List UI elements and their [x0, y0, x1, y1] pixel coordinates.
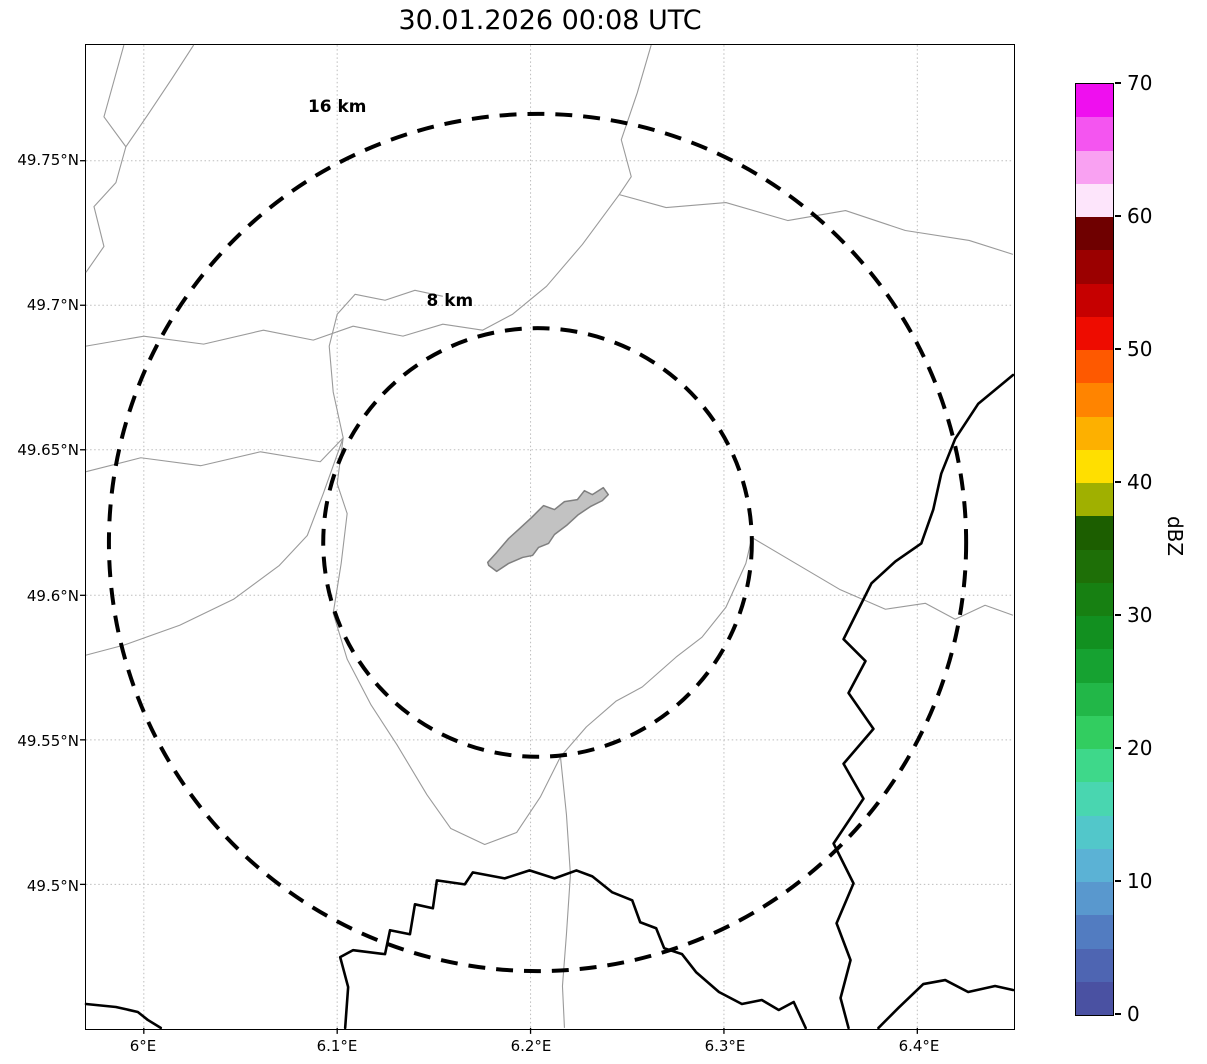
grid-lines [86, 45, 1013, 1028]
colorbar-segment [1076, 616, 1113, 650]
country-borders [84, 373, 1015, 1030]
colorbar-segment [1076, 316, 1113, 350]
colorbar-tick-label: 30 [1127, 603, 1153, 627]
colorbar-segment [1076, 549, 1113, 583]
colorbar-tick-label: 40 [1127, 470, 1153, 494]
colorbar-segment [1076, 117, 1113, 151]
admin-borders [85, 44, 1014, 1028]
colorbar-tick-label: 50 [1127, 337, 1153, 361]
x-tick-label: 6.4°E [898, 1037, 940, 1055]
x-tick-label: 6.1°E [316, 1037, 358, 1055]
colorbar-tick [1115, 481, 1121, 483]
range-ring-16km-label: 16 km [308, 96, 366, 116]
colorbar-segment [1076, 649, 1113, 683]
colorbar-tick [1115, 747, 1121, 749]
colorbar-tick [1115, 348, 1121, 350]
colorbar-segment [1076, 749, 1113, 783]
map-plot: 16 km 8 km [80, 44, 1015, 1034]
y-tick-label: 49.7°N [26, 296, 79, 314]
colorbar-tick-label: 60 [1127, 204, 1153, 228]
colorbar-segment [1076, 815, 1113, 849]
y-tick-label: 49.5°N [26, 877, 79, 895]
colorbar-tick-label: 10 [1127, 869, 1153, 893]
range-ring-8km-label: 8 km [427, 290, 474, 310]
colorbar-tick-label: 0 [1127, 1002, 1140, 1026]
colorbar-segment [1076, 715, 1113, 749]
y-tick-label: 49.55°N [17, 732, 79, 750]
colorbar [1075, 83, 1114, 1016]
colorbar-segment [1076, 582, 1113, 616]
x-tick-label: 6.3°E [704, 1037, 746, 1055]
colorbar-segment [1076, 84, 1113, 118]
colorbar-segment [1076, 848, 1113, 882]
map-canvas: 16 km 8 km [80, 44, 1015, 1034]
axis-ticks [80, 160, 918, 1034]
colorbar-segment [1076, 948, 1113, 982]
colorbar-tick [1115, 215, 1121, 217]
colorbar-segment [1076, 250, 1113, 284]
range-ring-8km [321, 326, 754, 759]
colorbar-segment [1076, 882, 1113, 916]
colorbar-tick-label: 70 [1127, 71, 1153, 95]
range-ring-16km [106, 111, 969, 974]
y-tick-label: 49.75°N [17, 151, 79, 169]
colorbar-segment [1076, 483, 1113, 517]
colorbar-tick [1115, 1013, 1121, 1015]
colorbar-segment [1076, 283, 1113, 317]
colorbar-segment [1076, 516, 1113, 550]
y-tick-label: 49.65°N [17, 441, 79, 459]
colorbar-segment [1076, 150, 1113, 184]
colorbar-segment [1076, 183, 1113, 217]
colorbar-segment [1076, 449, 1113, 483]
airport-polygon [486, 486, 610, 573]
colorbar-segment [1076, 217, 1113, 251]
colorbar-area: 70 60 50 40 30 20 10 0 [1075, 71, 1207, 1026]
colorbar-tick [1115, 82, 1121, 84]
colorbar-segment [1076, 383, 1113, 417]
colorbar-unit-label: dBZ [1163, 515, 1187, 557]
colorbar-segment [1076, 350, 1113, 384]
colorbar-segment [1076, 981, 1113, 1015]
colorbar-segment [1076, 416, 1113, 450]
colorbar-segment [1076, 682, 1113, 716]
plot-title: 30.01.2026 00:08 UTC [398, 5, 702, 36]
y-tick-label: 49.6°N [26, 587, 79, 605]
colorbar-tick [1115, 614, 1121, 616]
x-tick-label: 6°E [129, 1037, 157, 1055]
colorbar-tick [1115, 880, 1121, 882]
colorbar-segment [1076, 782, 1113, 816]
colorbar-segment [1076, 915, 1113, 949]
colorbar-tick-label: 20 [1127, 736, 1153, 760]
x-tick-label: 6.2°E [510, 1037, 552, 1055]
